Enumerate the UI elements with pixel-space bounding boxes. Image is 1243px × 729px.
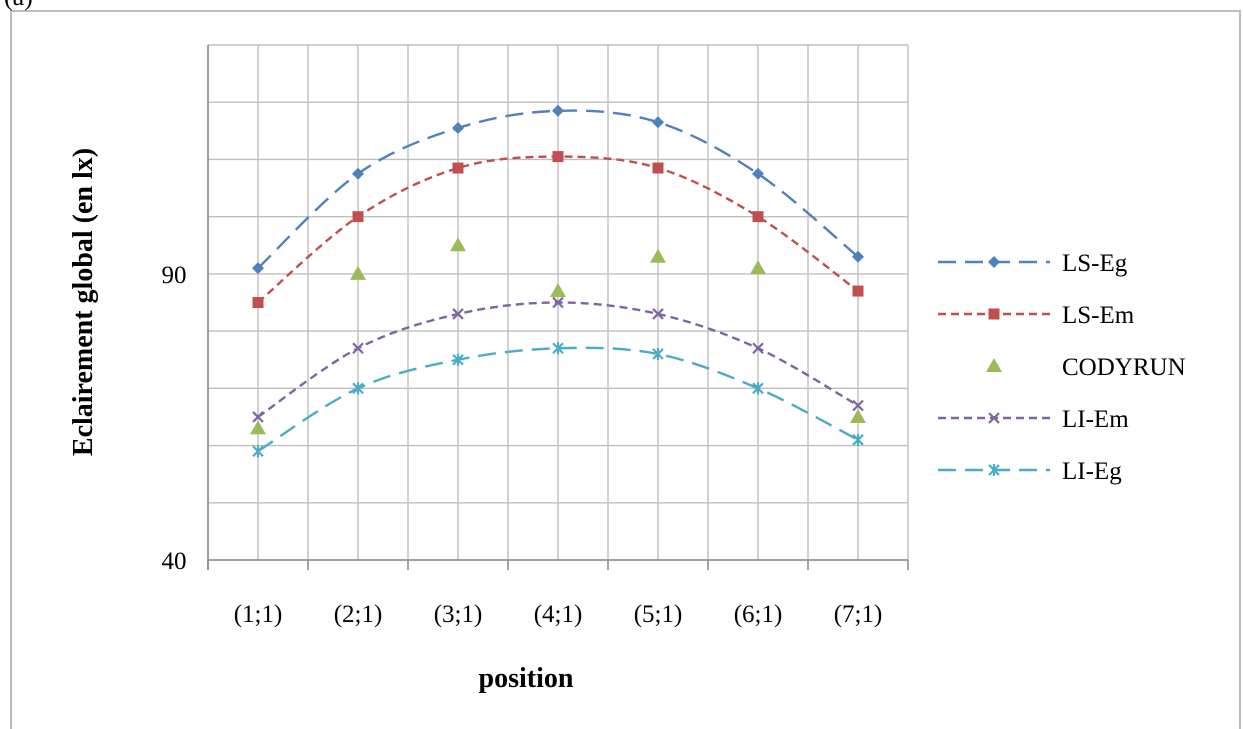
legend-marker-codyrun	[986, 358, 1002, 372]
data-point-ls-eg	[552, 104, 564, 117]
x-axis-title: position	[479, 663, 574, 694]
legend-marker-ls-eg	[988, 256, 1000, 268]
data-point-li-eg	[552, 342, 564, 355]
data-point-li-eg	[852, 433, 864, 446]
data-point-li-em	[752, 342, 764, 355]
legend-label-ls-em: LS-Em	[1062, 302, 1135, 329]
x-tick-label: (4;1)	[534, 601, 583, 628]
data-point-li-em	[252, 411, 264, 423]
x-tick-label: (2;1)	[334, 601, 383, 628]
y-tick-label: 90	[162, 262, 187, 289]
data-point-codyrun	[750, 260, 766, 275]
data-point-codyrun	[450, 237, 466, 252]
data-point-li-eg	[252, 445, 264, 458]
axes	[207, 45, 909, 570]
x-tick-label: (7;1)	[834, 601, 883, 628]
data-point-li-eg	[752, 382, 764, 395]
data-point-ls-em	[552, 151, 564, 163]
data-point-codyrun	[250, 420, 266, 435]
y-axis-title: Eclairement global (en lx)	[68, 148, 99, 456]
legend-marker-li-em	[988, 412, 1000, 424]
data-point-ls-eg	[352, 167, 364, 180]
data-point-codyrun	[850, 408, 866, 423]
data-point-ls-em	[352, 211, 364, 223]
data-point-ls-eg	[852, 250, 864, 263]
data-point-li-em	[552, 296, 564, 309]
data-point-li-em	[852, 399, 864, 412]
legend-label-li-eg: LI-Eg	[1062, 458, 1122, 485]
data-point-codyrun	[550, 283, 566, 298]
y-tick-label: 40	[162, 548, 187, 575]
x-tick-label: (5;1)	[634, 601, 683, 628]
legend-label-codyrun: CODYRUN	[1062, 354, 1186, 381]
x-tick-label: (6;1)	[734, 601, 783, 628]
y-ticks: 40 90	[162, 262, 187, 575]
data-point-li-eg	[452, 353, 464, 366]
data-point-ls-em	[452, 162, 464, 174]
data-point-codyrun	[650, 248, 666, 263]
data-point-li-eg	[352, 382, 364, 395]
data-point-ls-em	[752, 211, 764, 223]
chart-frame	[10, 10, 1241, 729]
data-point-ls-eg	[452, 121, 464, 134]
data-point-li-eg	[652, 348, 664, 360]
x-ticks: (1;1) (2;1) (3;1) (4;1) (5;1) (6;1) (7;1)	[234, 601, 883, 628]
data-point-ls-eg	[252, 262, 264, 275]
legend: LS-Eg LS-Em CODYRUN LI-Em LI-Eg	[938, 250, 1186, 485]
legend-marker-ls-em	[988, 308, 1000, 320]
x-tick-label: (1;1)	[234, 601, 283, 628]
x-tick-label: (3;1)	[434, 601, 483, 628]
data-point-ls-eg	[752, 167, 764, 180]
series-layer	[250, 104, 866, 458]
legend-label-ls-eg: LS-Eg	[1062, 250, 1128, 277]
data-point-ls-em	[252, 297, 264, 308]
data-point-ls-em	[652, 162, 664, 174]
data-point-li-em	[452, 308, 464, 320]
data-point-codyrun	[350, 265, 366, 280]
legend-label-li-em: LI-Em	[1062, 406, 1129, 433]
data-point-li-em	[352, 342, 364, 355]
data-point-li-em	[652, 308, 664, 320]
legend-marker-li-eg	[988, 464, 1000, 476]
caption-fragment: (a)	[4, 0, 33, 12]
data-point-ls-em	[852, 285, 864, 297]
grid	[207, 44, 909, 561]
data-point-ls-eg	[652, 116, 664, 129]
